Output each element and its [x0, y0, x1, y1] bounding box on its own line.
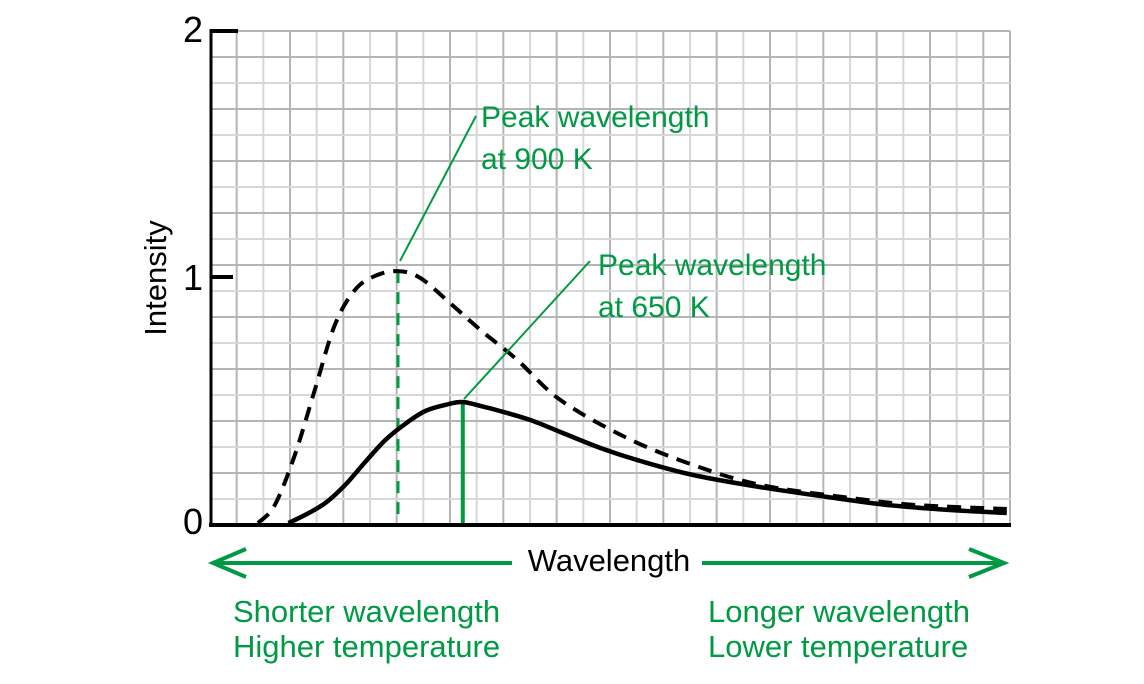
- annotation-peak-900-line2: at 900 K: [481, 143, 593, 176]
- annotation-peak-650-line2: at 650 K: [598, 291, 710, 324]
- annotation-peak-900-line1: Peak wavelength: [481, 101, 710, 134]
- annotation-peak-650-line1: Peak wavelength: [598, 249, 827, 282]
- leader-900k: [399, 115, 477, 262]
- y-tick-label-0: 0: [182, 501, 203, 542]
- x-axis-title: Wavelength: [527, 543, 691, 578]
- annotation-peak-650: Peak wavelength at 650 K: [598, 245, 827, 329]
- caption-longer-wavelength-line2: Lower temperature: [708, 629, 969, 664]
- curve-900K: [256, 269, 1007, 525]
- annotation-peak-900: Peak wavelength at 900 K: [481, 97, 710, 181]
- caption-longer-wavelength: Longer wavelength Lower temperature: [708, 594, 970, 664]
- annotation-leader-lines: [399, 115, 591, 400]
- leader-650k: [463, 260, 591, 400]
- caption-shorter-wavelength: Shorter wavelength Higher temperature: [233, 594, 500, 664]
- caption-shorter-wavelength-line1: Shorter wavelength: [233, 594, 501, 629]
- y-axis-title: Intensity: [138, 220, 173, 336]
- curve-650K: [287, 399, 1007, 526]
- caption-longer-wavelength-line1: Longer wavelength: [708, 594, 970, 629]
- caption-shorter-wavelength-line2: Higher temperature: [233, 629, 501, 664]
- axes-layer: [209, 29, 1011, 527]
- wavelength-direction-arrow: [207, 547, 1010, 579]
- y-tick-label-2: 2: [182, 9, 203, 50]
- y-tick-label-1: 1: [182, 257, 203, 298]
